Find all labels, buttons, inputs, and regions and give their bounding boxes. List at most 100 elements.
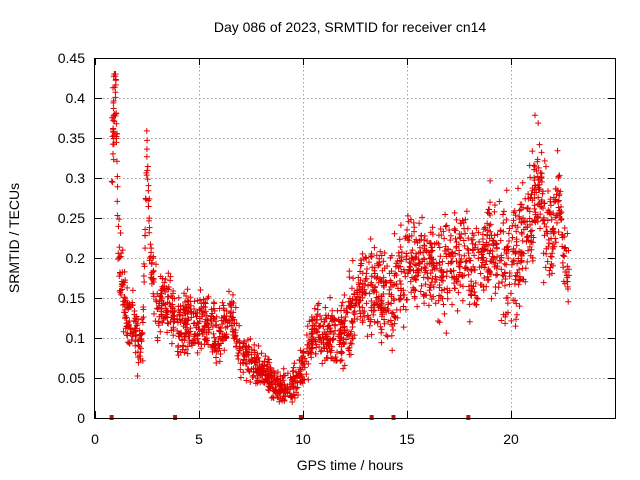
data-point: [461, 272, 468, 279]
data-point: [454, 307, 461, 314]
data-point: [191, 320, 198, 327]
data-point: [208, 319, 215, 326]
data-point: [524, 218, 531, 225]
data-point: [491, 232, 498, 239]
data-point: [517, 206, 524, 213]
tick-labels: 0 0.05 0.1 0.15 0.2 0.25 0.3 0.35 0.4 0.45 0 5 10 15 2…: [58, 50, 519, 447]
data-point: [430, 293, 437, 300]
data-point: [196, 318, 203, 325]
data-point: [385, 318, 392, 325]
data-point: [365, 316, 372, 323]
data-point: [145, 203, 152, 210]
data-point: [493, 241, 500, 248]
data-point: [563, 278, 570, 285]
data-point: [514, 269, 521, 276]
data-point: [485, 276, 492, 283]
data-point: [325, 322, 332, 329]
data-point: [547, 202, 554, 209]
data-point: [364, 333, 371, 340]
data-point: [508, 317, 515, 324]
data-point: [144, 137, 151, 144]
data-point: [141, 232, 148, 239]
data-point: [396, 236, 403, 243]
data-point: [416, 237, 423, 244]
data-point: [442, 223, 449, 230]
data-point: [355, 274, 362, 281]
data-point: [563, 248, 570, 255]
data-point: [374, 260, 381, 267]
data-point: [246, 358, 253, 365]
data-point: [391, 320, 398, 327]
data-point: [503, 187, 510, 194]
x-axis-label: GPS time / hours: [297, 457, 404, 473]
data-point: [529, 185, 536, 192]
data-point: [527, 228, 534, 235]
data-point: [368, 331, 375, 338]
data-point: [535, 176, 542, 183]
data-point: [425, 302, 432, 309]
data-point: [116, 287, 123, 294]
data-point: [336, 318, 343, 325]
data-point: [184, 286, 191, 293]
data-point: [483, 283, 490, 290]
data-point: [522, 195, 529, 202]
data-point: [355, 293, 362, 300]
data-point: [540, 205, 547, 212]
data-point: [119, 301, 126, 308]
data-point: [242, 346, 249, 353]
data-point: [422, 281, 429, 288]
data-point: [437, 253, 444, 260]
data-point: [146, 215, 153, 222]
data-point: [170, 332, 177, 339]
data-point: [200, 330, 207, 337]
data-point: [514, 260, 521, 267]
data-point: [562, 268, 569, 275]
data-point: [171, 295, 178, 302]
data-point: [565, 298, 572, 305]
data-point: [363, 275, 370, 282]
data-point: [329, 307, 336, 314]
data-point: [359, 294, 366, 301]
data-point: [269, 379, 276, 386]
data-point: [371, 274, 378, 281]
data-point: [183, 329, 190, 336]
data-point: [406, 259, 413, 266]
data-point: [136, 332, 143, 339]
data-point: [500, 220, 507, 227]
data-point: [423, 248, 430, 255]
data-point: [418, 282, 425, 289]
data-point: [473, 225, 480, 232]
data-point: [483, 239, 490, 246]
data-point: [356, 298, 363, 305]
data-point: [481, 247, 488, 254]
data-point: [465, 271, 472, 278]
data-point: [557, 203, 564, 210]
data-point: [502, 275, 509, 282]
data-point: [147, 241, 154, 248]
data-point: [275, 394, 282, 401]
data-point: [461, 243, 468, 250]
data-point: [145, 182, 152, 189]
data-point: [110, 132, 117, 139]
data-point: [488, 295, 495, 302]
data-point: [222, 324, 229, 331]
data-point: [540, 214, 547, 221]
data-point: [524, 205, 531, 212]
data-point: [506, 225, 513, 232]
data-point: [329, 355, 336, 362]
data-point: [350, 275, 357, 282]
data-point: [380, 274, 387, 281]
data-point: [515, 255, 522, 262]
data-point: [555, 197, 562, 204]
x-tick-label: 15: [399, 431, 415, 447]
data-point: [221, 347, 228, 354]
data-point: [325, 335, 332, 342]
data-point: [552, 235, 559, 242]
data-point: [389, 309, 396, 316]
data-point: [325, 340, 332, 347]
data-point: [121, 306, 128, 313]
data-point: [528, 238, 535, 245]
data-point: [451, 209, 458, 216]
data-point: [244, 366, 251, 373]
data-point: [228, 313, 235, 320]
